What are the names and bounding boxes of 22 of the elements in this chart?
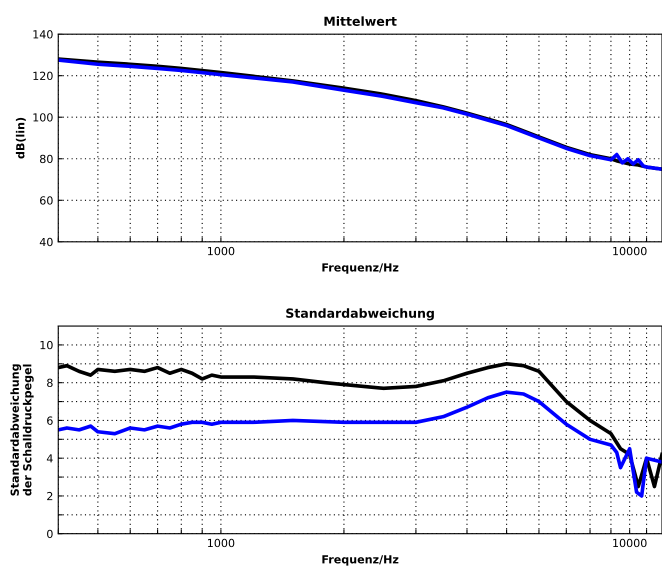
y-tick-label: 120 [33,72,53,80]
y-tick-label: 6 [47,416,53,425]
y-axis-title: dB(lin) [16,118,26,159]
y-axis-title: Standardabweichung der Schalldruckpegel [10,364,34,496]
x-tick-label: 10000 [613,246,647,256]
y-tick-label: 80 [40,154,53,164]
chart-title: Mittelwert [324,16,397,26]
y-tick-label: 60 [40,196,53,205]
x-axis-title: Frequenz/Hz [322,263,398,274]
x-axis-title: Frequenz/Hz [322,555,398,566]
y-tick-label: 140 [33,30,53,39]
x-tick-label: 1000 [208,538,234,548]
x-tick-label: 10000 [613,538,647,548]
y-tick-label: 4 [46,454,53,462]
y-tick-label: 40 [40,238,53,246]
y-tick-label: 8 [47,378,53,388]
y-tick-label: 100 [33,113,53,122]
y-tick-label: 2 [47,492,52,500]
y-tick-label: 0 [47,530,53,538]
y-tick-label: 10 [40,340,53,350]
x-tick-label: 1000 [208,246,234,256]
chart-title: Standardabweichung [286,308,434,320]
